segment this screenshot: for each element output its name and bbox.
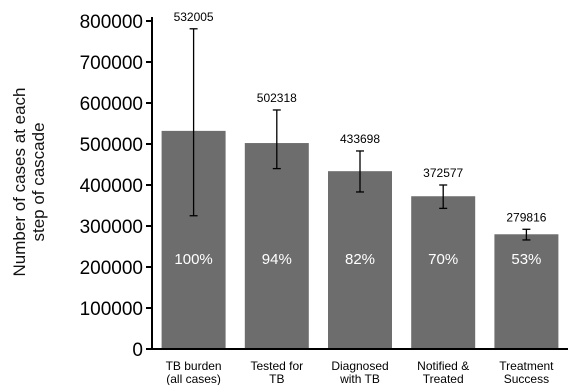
data-labels: 532005 100% 502318 94% 433698 82% 372577 70% 279… <box>174 10 547 268</box>
percent-label: 82% <box>345 251 375 268</box>
percent-label: 100% <box>174 251 212 268</box>
category-label: Success <box>504 372 549 385</box>
y-tick-label: 100000 <box>80 299 143 320</box>
category-label: TB <box>269 372 284 385</box>
error-bars <box>189 28 531 241</box>
value-label: 279816 <box>506 210 546 224</box>
value-label: 433698 <box>340 132 380 146</box>
category-label: with TB <box>339 372 380 385</box>
y-axis-label-line-1: Number of cases at each <box>10 88 29 277</box>
y-tick-label: 500000 <box>80 135 143 156</box>
y-tick-label: 400000 <box>80 176 143 197</box>
category-label: Diagnosed <box>331 359 388 373</box>
y-tick-label: 800000 <box>80 12 143 33</box>
y-tick-label: 300000 <box>80 217 143 238</box>
bar <box>494 234 559 349</box>
category-label: (all cases) <box>166 372 221 385</box>
value-label: 502318 <box>257 91 297 105</box>
y-axis-ticks: 0 100000 200000 300000 400000 500000 600000 700… <box>80 12 152 361</box>
bar <box>244 143 309 349</box>
category-label: TB burden <box>166 359 222 373</box>
y-axis-label-line-2: step of cascade <box>29 122 48 241</box>
y-tick-label: 700000 <box>80 53 143 74</box>
value-label: 372577 <box>423 166 463 180</box>
bar <box>328 171 392 349</box>
y-tick-label: 600000 <box>80 94 143 115</box>
y-tick-label: 0 <box>132 340 143 361</box>
value-label: 532005 <box>174 10 214 24</box>
category-label: Treated <box>423 372 464 385</box>
y-axis-label: Number of cases at each step of cascade <box>10 88 48 277</box>
bar <box>411 196 476 349</box>
category-label: Tested for <box>250 359 303 373</box>
category-label: Notified & <box>417 359 469 373</box>
category-label: Treatment <box>499 359 554 373</box>
y-tick-label: 200000 <box>80 258 143 279</box>
percent-label: 53% <box>511 251 541 268</box>
percent-label: 94% <box>262 251 292 268</box>
percent-label: 70% <box>428 251 458 268</box>
